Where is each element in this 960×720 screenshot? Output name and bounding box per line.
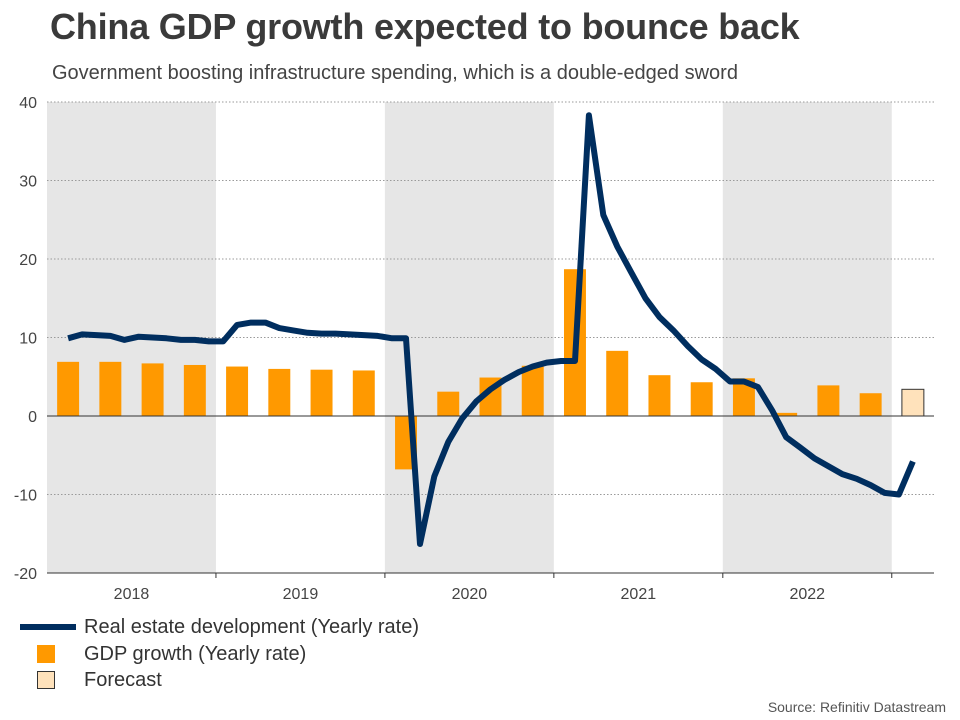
gdp-bar: [859, 393, 882, 416]
legend-item-forecast: Forecast: [20, 667, 162, 693]
gdp-bar: [226, 366, 249, 416]
x-axis-year-labels: 2018 2019 2020 2021 2022: [114, 586, 826, 603]
y-tick-label: 10: [19, 331, 37, 348]
gdp-bar: [183, 364, 206, 416]
x-year-label: 2022: [789, 586, 825, 603]
legend-label: GDP growth (Yearly rate): [84, 642, 307, 665]
gdp-bar: [437, 391, 460, 416]
gdp-bar: [606, 350, 629, 416]
x-year-label: 2020: [452, 586, 488, 603]
gdp-bar: [310, 369, 333, 416]
y-tick-label: -20: [14, 566, 37, 583]
y-tick-label: -10: [14, 488, 37, 505]
x-year-label: 2018: [114, 586, 150, 603]
legend-label: Real estate development (Yearly rate): [84, 615, 419, 638]
real-estate-line: [67, 112, 916, 547]
y-tick-label: 40: [19, 95, 37, 112]
gdp-bar: [99, 361, 122, 416]
legend-item-gdp: GDP growth (Yearly rate): [20, 641, 306, 667]
gdp-bar: [268, 368, 291, 416]
gdp-bar: [732, 378, 755, 416]
y-tick-label: 20: [19, 252, 37, 269]
y-tick-label: 30: [19, 174, 37, 191]
gdp-bar: [817, 385, 840, 416]
x-axis-ticks: [215, 573, 893, 578]
gdp-bar: [57, 361, 80, 416]
legend-forecast-swatch: [37, 671, 55, 689]
chart-title: China GDP growth expected to bounce back: [50, 6, 800, 47]
gdp-bar: [690, 382, 713, 416]
gdp-bar: [141, 363, 164, 416]
gdp-bar: [648, 375, 671, 416]
legend-line-swatch: [20, 624, 76, 630]
gdp-bar: [775, 412, 798, 416]
legend-bar-swatch: [37, 645, 55, 663]
forecast-bar: [901, 388, 925, 417]
gdp-bar: [352, 370, 375, 416]
year-shade-2020: [384, 102, 554, 573]
legend-item-real-estate: Real estate development (Yearly rate): [20, 614, 419, 640]
chart-subtitle: Government boosting infrastructure spend…: [52, 62, 738, 84]
gdp-bar: [521, 365, 544, 416]
legend-label: Forecast: [84, 668, 162, 691]
y-axis-tick-labels: 40 30 20 10 0 -10 -20: [14, 95, 37, 583]
y-tick-label: 0: [28, 409, 37, 426]
source-note: Source: Refinitiv Datastream: [767, 699, 946, 715]
x-year-label: 2019: [283, 586, 319, 603]
x-year-label: 2021: [621, 586, 657, 603]
